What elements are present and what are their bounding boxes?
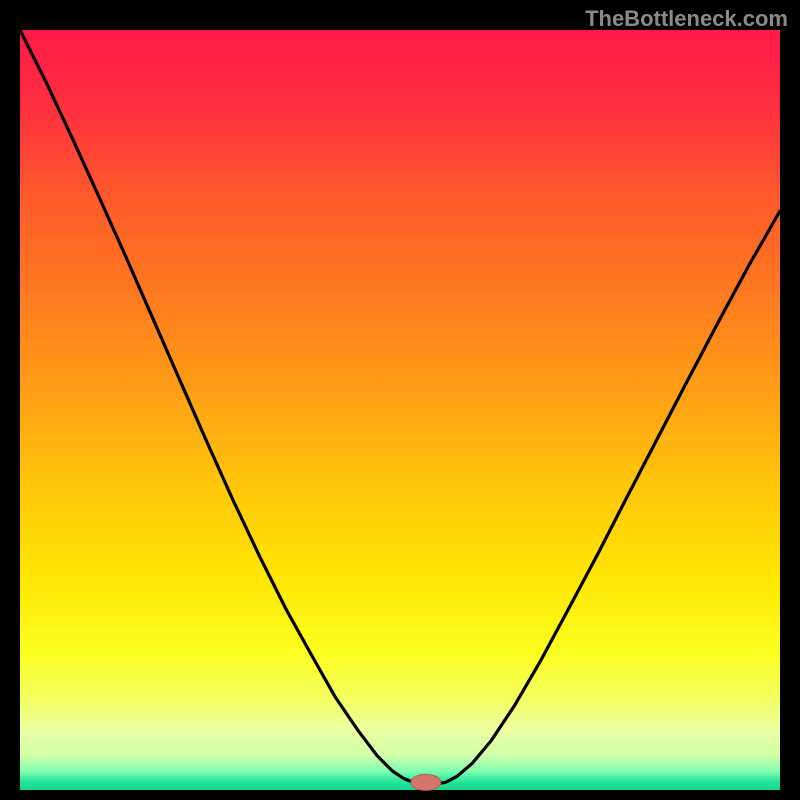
watermark-text: TheBottleneck.com [585, 6, 788, 32]
chart-container: TheBottleneck.com [0, 0, 800, 800]
plot-svg [0, 0, 800, 800]
plot-background [20, 30, 780, 790]
